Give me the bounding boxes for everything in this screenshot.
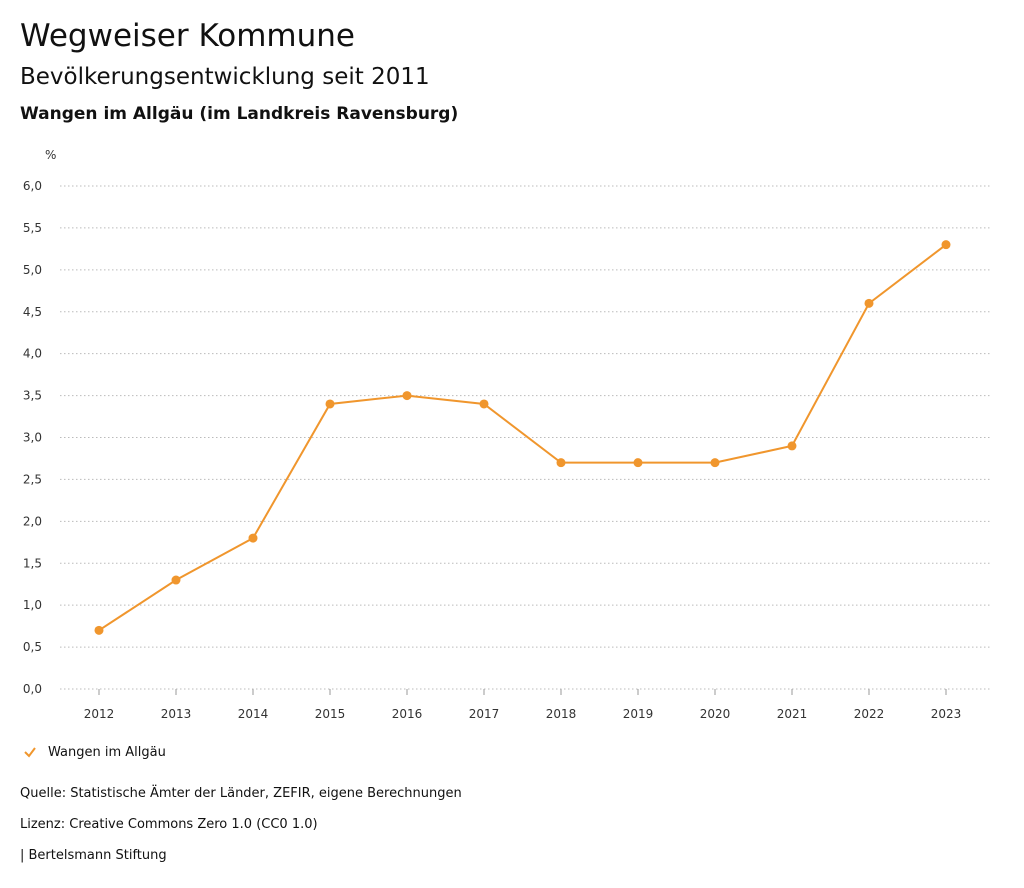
x-tick-label: 2012	[84, 707, 115, 721]
data-point	[94, 625, 104, 635]
x-tick-label: 2021	[777, 707, 808, 721]
y-tick-label: 3,0	[23, 431, 42, 445]
x-tick-label: 2020	[700, 707, 731, 721]
data-point	[479, 399, 489, 409]
license-text: Lizenz: Creative Commons Zero 1.0 (CC0 1…	[20, 817, 318, 832]
x-tick-label: 2023	[931, 707, 962, 721]
publisher-text: | Bertelsmann Stiftung	[20, 848, 167, 863]
data-point	[402, 391, 412, 401]
data-point	[556, 458, 566, 468]
source-text: Quelle: Statistische Ämter der Länder, Z…	[20, 786, 462, 801]
y-axis-unit-label: %	[45, 148, 56, 162]
y-tick-label: 4,0	[23, 347, 42, 361]
data-point	[171, 575, 181, 585]
x-tick-label: 2014	[238, 707, 269, 721]
legend-label: Wangen im Allgäu	[48, 744, 166, 760]
x-tick-label: 2013	[161, 707, 192, 721]
data-point	[633, 458, 643, 468]
y-tick-label: 2,0	[23, 514, 42, 528]
data-point	[325, 399, 335, 409]
y-tick-label: 1,5	[23, 556, 42, 570]
x-tick-label: 2019	[623, 707, 654, 721]
y-tick-label: 1,0	[23, 598, 42, 612]
y-tick-label: 4,5	[23, 305, 42, 319]
data-point	[248, 533, 258, 543]
x-tick-label: 2022	[854, 707, 885, 721]
legend[interactable]: Wangen im Allgäu	[22, 744, 166, 760]
line-chart: % 0,0 0,5 1,0 1,5 2,0 2,5 3,0 3,5 4,0 4,5 5,0 5,5 6,0…	[23, 148, 990, 721]
y-tick-label: 2,5	[23, 472, 42, 486]
series-line	[98, 243, 947, 632]
region-title: Wangen im Allgäu (im Landkreis Ravensbur…	[20, 104, 459, 124]
x-tick-label: 2015	[315, 707, 346, 721]
checkmark-icon	[24, 747, 36, 758]
data-point	[864, 298, 874, 308]
x-tick-label: 2018	[546, 707, 577, 721]
y-tick-label: 3,5	[23, 389, 42, 403]
y-tick-label: 6,0	[23, 179, 42, 193]
data-point	[941, 240, 951, 250]
data-point	[710, 458, 720, 468]
y-tick-label: 5,5	[23, 221, 42, 235]
y-tick-label: 0,5	[23, 640, 42, 654]
chart-subtitle: Bevölkerungsentwicklung seit 2011	[20, 64, 430, 90]
y-tick-label: 0,0	[23, 682, 42, 696]
page-title: Wegweiser Kommune	[20, 18, 355, 54]
x-tick-label: 2017	[469, 707, 500, 721]
data-point	[787, 441, 797, 451]
y-tick-label: 5,0	[23, 263, 42, 277]
x-tick-label: 2016	[392, 707, 423, 721]
